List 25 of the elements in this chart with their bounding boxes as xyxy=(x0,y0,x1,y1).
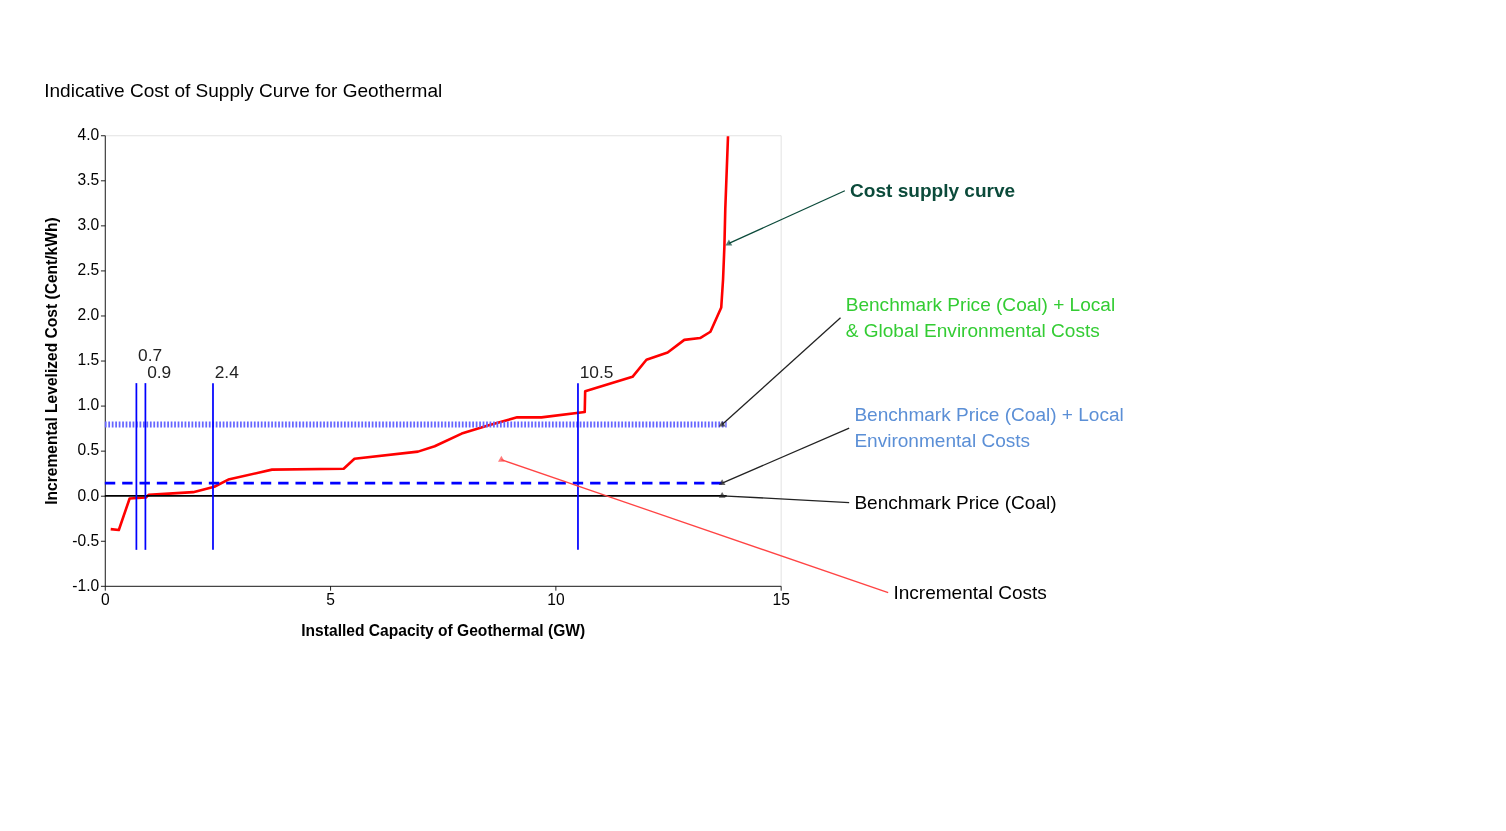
y-tick-label: 1.0 xyxy=(77,396,100,414)
x-tick-label: 10 xyxy=(547,590,565,608)
annotation: Benchmark Price (Coal) + Local & Global Environmental Costs xyxy=(845,293,1116,341)
x-axis-title: Installed Capacity of Geothermal (GW) xyxy=(301,621,586,639)
annotation: Benchmark Price (Coal) + Local Environmental Costs xyxy=(854,404,1124,452)
y-tick-label: 0.0 xyxy=(77,486,100,504)
annotation: Incremental Costs xyxy=(893,581,1047,603)
x-tick-label: 5 xyxy=(326,590,336,608)
y-tick-label: 1.5 xyxy=(77,351,100,369)
annotation: Benchmark Price (Coal) xyxy=(854,491,1057,513)
y-tick-label: 2.5 xyxy=(77,261,100,279)
ref-line-label: 2.4 xyxy=(214,361,240,382)
y-tick-label: -0.5 xyxy=(72,531,100,549)
x-tick-label: 0 xyxy=(100,590,110,608)
x-tick-label: 15 xyxy=(772,590,791,608)
y-axis-title: Incremental Levelized Cost (Cent/kWh) xyxy=(42,217,60,505)
y-tick-label: 3.5 xyxy=(77,171,100,189)
y-tick-label: 2.0 xyxy=(77,306,100,324)
chart-title: Indicative Cost of Supply Curve for Geothermal xyxy=(44,80,443,102)
annotation: Cost supply curve xyxy=(850,179,1016,201)
y-tick-label: 0.5 xyxy=(77,441,100,459)
y-tick-label: 4.0 xyxy=(77,126,100,144)
y-tick-label: -1.0 xyxy=(72,576,100,594)
y-tick-label: 3.0 xyxy=(77,216,100,234)
ref-line-label: 10.5 xyxy=(579,361,614,382)
